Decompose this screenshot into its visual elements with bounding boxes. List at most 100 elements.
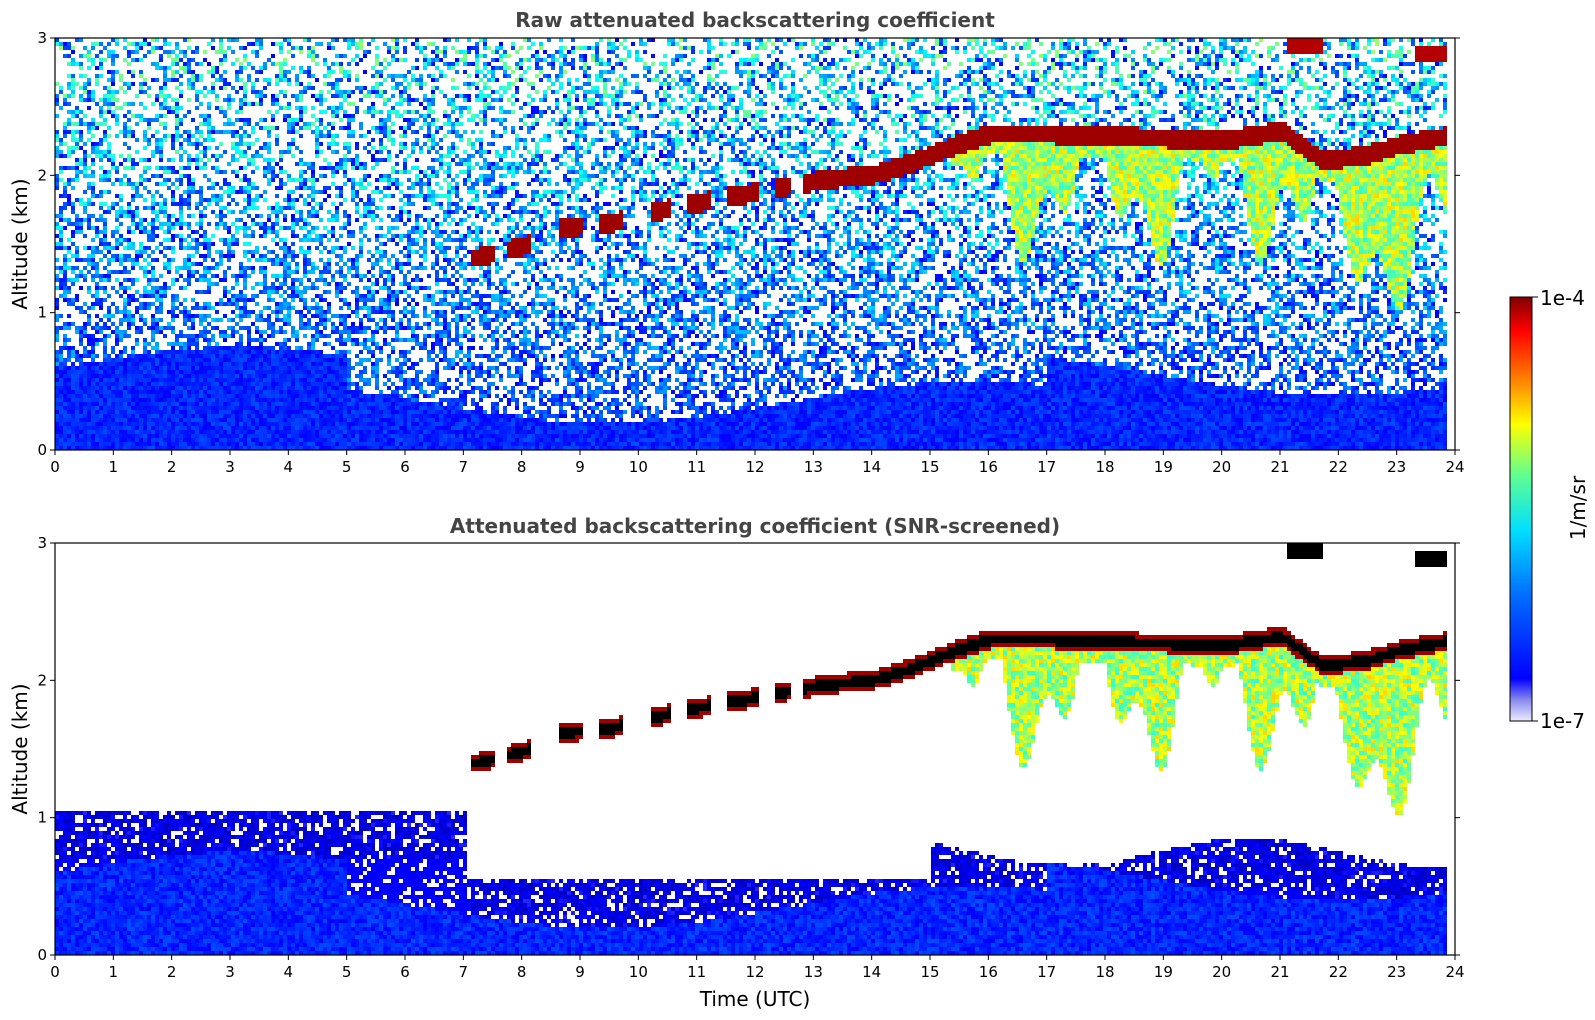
heatmap-cell <box>231 366 235 370</box>
heatmap-cell <box>279 166 283 170</box>
heatmap-cell <box>355 146 359 150</box>
heatmap-cell <box>91 402 95 406</box>
heatmap-cell <box>267 418 271 422</box>
heatmap-cell <box>319 330 323 334</box>
heatmap-cell <box>359 390 363 394</box>
heatmap-cell <box>219 374 223 378</box>
heatmap-cell <box>351 194 355 198</box>
heatmap-cell <box>255 358 259 362</box>
heatmap-cell <box>199 254 203 258</box>
heatmap-cell <box>259 318 263 322</box>
heatmap-cell <box>71 242 75 246</box>
heatmap-cell <box>195 250 199 254</box>
heatmap-cell <box>179 438 183 442</box>
heatmap-cell <box>359 122 363 126</box>
heatmap-cell <box>231 242 235 246</box>
heatmap-cell <box>287 42 291 46</box>
heatmap-cell <box>231 326 235 330</box>
heatmap-cell <box>199 102 203 106</box>
heatmap-cell <box>351 162 355 166</box>
heatmap-cell <box>243 198 247 202</box>
heatmap-cell <box>99 406 103 410</box>
heatmap-cell <box>159 438 163 442</box>
heatmap-cell <box>231 434 235 438</box>
heatmap-cell <box>131 370 135 374</box>
heatmap-cell <box>59 266 63 270</box>
heatmap-cell <box>255 442 259 446</box>
heatmap-cell <box>159 426 163 430</box>
heatmap-cell <box>267 110 271 114</box>
heatmap-cell <box>123 130 127 134</box>
heatmap-cell <box>379 146 383 150</box>
heatmap-cell <box>71 62 75 66</box>
heatmap-cell <box>91 354 95 358</box>
heatmap-cell <box>351 134 355 138</box>
heatmap-cell <box>79 94 83 98</box>
heatmap-cell <box>83 170 87 174</box>
heatmap-cell <box>363 314 367 318</box>
heatmap-cell <box>91 366 95 370</box>
heatmap-cell <box>223 346 227 350</box>
heatmap-cell <box>383 126 387 130</box>
heatmap-cell <box>107 110 111 114</box>
heatmap-cell <box>167 50 171 54</box>
heatmap-cell <box>163 442 167 446</box>
heatmap-cell <box>99 138 103 142</box>
heatmap-cell <box>179 374 183 378</box>
heatmap-cell <box>63 142 67 146</box>
heatmap-cell <box>135 298 139 302</box>
heatmap-cell <box>215 346 219 350</box>
heatmap-cell <box>375 82 379 86</box>
heatmap-cell <box>143 386 147 390</box>
heatmap-cell <box>215 226 219 230</box>
heatmap-cell <box>335 362 339 366</box>
heatmap-cell <box>303 254 307 258</box>
heatmap-cell <box>143 406 147 410</box>
heatmap-cell <box>183 390 187 394</box>
heatmap-cell <box>343 210 347 214</box>
heatmap-cell <box>103 58 107 62</box>
heatmap-cell <box>263 258 267 262</box>
heatmap-cell <box>95 366 99 370</box>
heatmap-cell <box>371 90 375 94</box>
heatmap-cell <box>283 250 287 254</box>
heatmap-cell <box>295 338 299 342</box>
heatmap-cell <box>287 306 291 310</box>
heatmap-cell <box>63 186 67 190</box>
heatmap-cell <box>171 222 175 226</box>
heatmap-cell <box>79 402 83 406</box>
heatmap-cell <box>303 406 307 410</box>
heatmap-cell <box>315 338 319 342</box>
heatmap-cell <box>71 362 75 366</box>
heatmap-cell <box>239 362 243 366</box>
heatmap-cell <box>63 422 67 426</box>
heatmap-cell <box>255 42 259 46</box>
heatmap-cell <box>327 342 331 346</box>
heatmap-cell <box>355 78 359 82</box>
heatmap-cell <box>319 426 323 430</box>
heatmap-cell <box>199 322 203 326</box>
heatmap-cell <box>175 134 179 138</box>
heatmap-cell <box>263 426 267 430</box>
heatmap-cell <box>275 410 279 414</box>
heatmap-cell <box>215 78 219 82</box>
heatmap-cell <box>91 378 95 382</box>
heatmap-cell <box>323 58 327 62</box>
heatmap-cell <box>323 174 327 178</box>
heatmap-cell <box>199 366 203 370</box>
heatmap-cell <box>147 50 151 54</box>
heatmap-cell <box>171 438 175 442</box>
heatmap-cell <box>275 98 279 102</box>
heatmap-cell <box>83 302 87 306</box>
heatmap-cell <box>179 414 183 418</box>
heatmap-cell <box>203 50 207 54</box>
heatmap-cell <box>319 382 323 386</box>
heatmap-cell <box>171 142 175 146</box>
heatmap-cell <box>219 330 223 334</box>
heatmap-cell <box>371 126 375 130</box>
heatmap-cell <box>215 438 219 442</box>
heatmap-cell <box>115 358 119 362</box>
heatmap-cell <box>311 438 315 442</box>
heatmap-cell <box>115 42 119 46</box>
heatmap-cell <box>363 134 367 138</box>
